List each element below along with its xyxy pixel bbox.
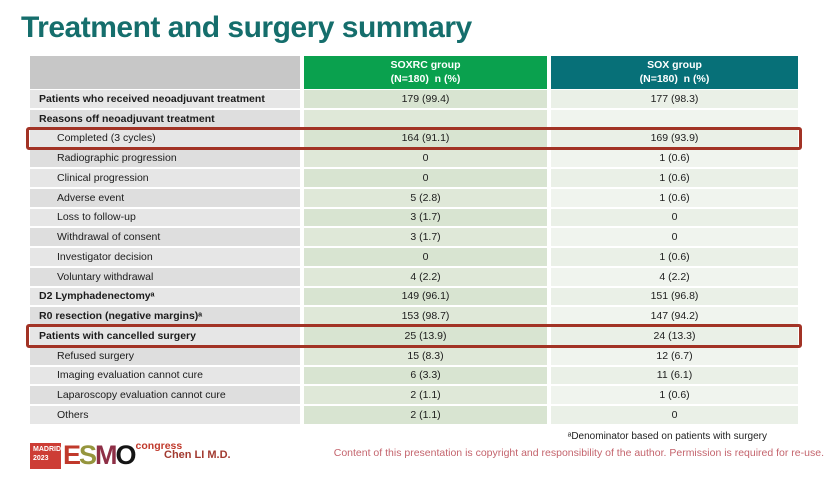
sox-value: 169 (93.9) (551, 129, 798, 150)
row-label: Loss to follow-up (30, 208, 300, 229)
soxrc-header-line1: SOXRC group (390, 58, 461, 71)
soxrc-value: 5 (2.8) (304, 188, 547, 209)
author-name: Chen LI M.D. (164, 449, 231, 461)
table-row: Investigator decision 0 1 (0.6) (30, 248, 798, 268)
sox-value: 24 (13.3) (551, 327, 798, 347)
sox-header-line2: (N=180) n (%) (639, 72, 710, 85)
summary-table: SOXRC group (N=180) n (%) SOX group (N=1… (26, 56, 802, 426)
table-row: Reasons off neoadjuvant treatment (30, 109, 798, 130)
sox-value: 1 (0.6) (551, 248, 798, 268)
row-label: Investigator decision (30, 248, 300, 268)
row-label: Reasons off neoadjuvant treatment (30, 109, 300, 130)
soxrc-value: 2 (1.1) (304, 386, 547, 406)
page-title: Treatment and surgery summary (21, 11, 472, 44)
sox-value: 11 (6.1) (551, 366, 798, 387)
table-header-row: SOXRC group (N=180) n (%) SOX group (N=1… (30, 56, 798, 89)
soxrc-value: 153 (98.7) (304, 307, 547, 327)
madrid-year: 2023 (33, 454, 49, 462)
sox-value: 4 (2.2) (551, 267, 798, 288)
soxrc-value: 25 (13.9) (304, 327, 547, 347)
table-row: Clinical progression 0 1 (0.6) (30, 169, 798, 189)
congress-label: congress (135, 440, 183, 452)
sox-value: 0 (551, 228, 798, 248)
soxrc-value: 0 (304, 169, 547, 189)
esmo-letter-m: M (95, 440, 117, 470)
soxrc-value: 164 (91.1) (304, 129, 547, 150)
header-cell-sox: SOX group (N=180) n (%) (551, 56, 798, 89)
copyright-notice: Content of this presentation is copyrigh… (333, 447, 824, 459)
table-row: Laparoscopy evaluation cannot cure 2 (1.… (30, 386, 798, 406)
table-row-highlighted: Completed (3 cycles) 164 (91.1) 169 (93.… (26, 126, 802, 150)
soxrc-value: 3 (1.7) (304, 228, 547, 248)
row-label: Patients with cancelled surgery (30, 327, 300, 347)
madrid-label: MADRID (33, 446, 61, 453)
table-row: Voluntary withdrawal 4 (2.2) 4 (2.2) (30, 267, 798, 288)
sox-value (551, 109, 798, 130)
table-row: Imaging evaluation cannot cure 6 (3.3) 1… (30, 366, 798, 387)
esmo-letter-s: S (79, 440, 97, 470)
soxrc-value: 6 (3.3) (304, 366, 547, 387)
row-label: Withdrawal of consent (30, 228, 300, 248)
row-label: Clinical progression (30, 169, 300, 189)
sox-value: 12 (6.7) (551, 346, 798, 367)
row-label: D2 Lymphadenectomyᵃ (30, 287, 300, 308)
row-label: Adverse event (30, 188, 300, 209)
row-label: Others (30, 406, 300, 426)
soxrc-header-line2: (N=180) n (%) (390, 72, 461, 85)
row-label: Imaging evaluation cannot cure (30, 366, 300, 387)
row-label: Completed (3 cycles) (30, 129, 300, 150)
table-row: R0 resection (negative margins)ᵃ 153 (98… (30, 307, 798, 327)
sox-value: 177 (98.3) (551, 90, 798, 110)
sox-value: 1 (0.6) (551, 149, 798, 169)
soxrc-value (304, 109, 547, 130)
soxrc-value: 15 (8.3) (304, 346, 547, 367)
soxrc-value: 4 (2.2) (304, 267, 547, 288)
table-row: Radiographic progression 0 1 (0.6) (30, 149, 798, 169)
header-cell-blank (30, 56, 300, 89)
soxrc-value: 149 (96.1) (304, 287, 547, 308)
sox-value: 0 (551, 208, 798, 229)
soxrc-value: 2 (1.1) (304, 406, 547, 426)
soxrc-value: 0 (304, 248, 547, 268)
table-row: D2 Lymphadenectomyᵃ 149 (96.1) 151 (96.8… (30, 287, 798, 308)
table-footnote: ᵃDenominator based on patients with surg… (567, 431, 767, 442)
sox-header-line1: SOX group (647, 58, 702, 71)
table-row-highlighted: Patients with cancelled surgery 25 (13.9… (26, 324, 802, 348)
sox-value: 1 (0.6) (551, 169, 798, 189)
madrid-2023-badge: MADRID 2023 (30, 443, 61, 469)
soxrc-value: 3 (1.7) (304, 208, 547, 229)
table-row: Loss to follow-up 3 (1.7) 0 (30, 208, 798, 229)
row-label: Patients who received neoadjuvant treatm… (30, 90, 300, 110)
soxrc-value: 0 (304, 149, 547, 169)
esmo-congress-logo: MADRID 2023 ESMO congress (30, 440, 182, 469)
soxrc-value: 179 (99.4) (304, 90, 547, 110)
table-row: Adverse event 5 (2.8) 1 (0.6) (30, 188, 798, 209)
row-label: Radiographic progression (30, 149, 300, 169)
table-body: Patients who received neoadjuvant treatm… (26, 90, 802, 426)
table-row: Refused surgery 15 (8.3) 12 (6.7) (30, 346, 798, 367)
row-label: R0 resection (negative margins)ᵃ (30, 307, 300, 327)
table-row: Others 2 (1.1) 0 (30, 406, 798, 426)
esmo-letter-e: E (63, 440, 81, 470)
sox-value: 1 (0.6) (551, 386, 798, 406)
table-row: Patients who received neoadjuvant treatm… (30, 90, 798, 110)
esmo-wordmark: ESMO (63, 440, 137, 470)
sox-value: 0 (551, 406, 798, 426)
esmo-letter-o: O (115, 440, 137, 470)
sox-value: 147 (94.2) (551, 307, 798, 327)
row-label: Laparoscopy evaluation cannot cure (30, 386, 300, 406)
sox-value: 151 (96.8) (551, 287, 798, 308)
table-row: Withdrawal of consent 3 (1.7) 0 (30, 228, 798, 248)
sox-value: 1 (0.6) (551, 188, 798, 209)
header-cell-soxrc: SOXRC group (N=180) n (%) (304, 56, 547, 89)
row-label: Voluntary withdrawal (30, 267, 300, 288)
row-label: Refused surgery (30, 346, 300, 367)
